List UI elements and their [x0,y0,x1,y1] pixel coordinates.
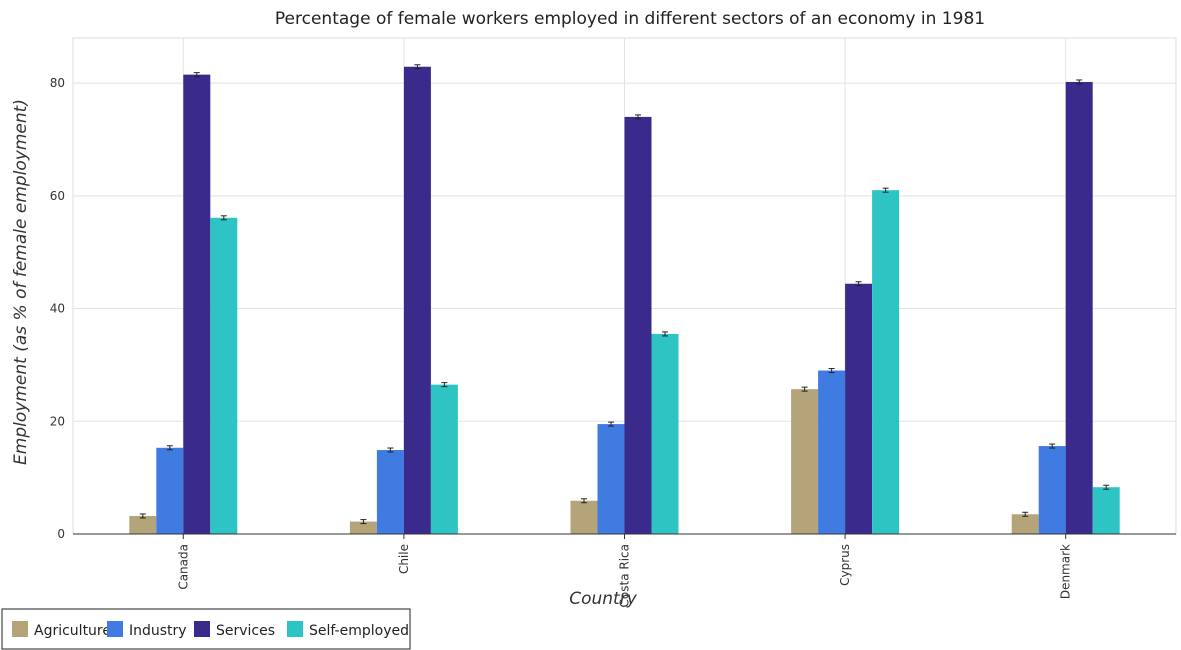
bar-industry [1038,446,1066,534]
legend-label: Self-employed [309,623,409,639]
x-axis-title: Country [569,589,637,609]
bar-services [1065,81,1093,535]
y-tick-label: 20 [50,414,65,428]
y-tick-label: 40 [50,302,65,316]
bar-agriculture [349,521,377,534]
bar-self-employed [872,190,900,534]
legend-swatch [287,621,303,637]
bar-self-employed [1092,487,1120,534]
legend: Agriculture Industry Services Self-employed [1,608,411,650]
bar-industry [597,424,625,534]
bar-industry [376,450,404,534]
x-tick-label: Costa Rica [618,544,632,607]
y-tick-label: 60 [50,189,65,203]
bar-services [845,283,873,534]
legend-label: Agriculture [34,623,111,639]
legend-label: Services [216,623,275,639]
legend-swatch [12,621,28,637]
x-tick-label: Chile [397,544,411,574]
y-tick-label: 0 [57,527,65,541]
bar-services [183,74,211,535]
x-tick-label: Canada [176,544,190,590]
bar-industry [156,447,184,534]
bar-self-employed [210,217,238,535]
legend-swatch [107,621,123,637]
legend-swatch [194,621,210,637]
x-tick-label: Denmark [1059,544,1073,599]
bar-agriculture [1011,514,1039,534]
axes: 0 20 40 60 80 Canada Chile Costa Rica Cyprus Denm… [50,76,1176,607]
bar-self-employed [651,333,679,534]
bar-industry [818,370,846,534]
chart-title: Percentage of female workers employed in… [275,9,985,29]
bar-agriculture [129,515,157,534]
bar-agriculture [570,500,598,534]
bar-agriculture [791,389,819,534]
y-axis-title: Employment (as % of female employment) [11,99,31,465]
bar-services [624,116,652,534]
x-tick-label: Cyprus [838,544,852,586]
bar-self-employed [430,384,458,534]
legend-label: Industry [129,623,187,639]
bars [129,64,1120,535]
bar-services [403,66,431,534]
y-tick-label: 80 [50,76,65,90]
